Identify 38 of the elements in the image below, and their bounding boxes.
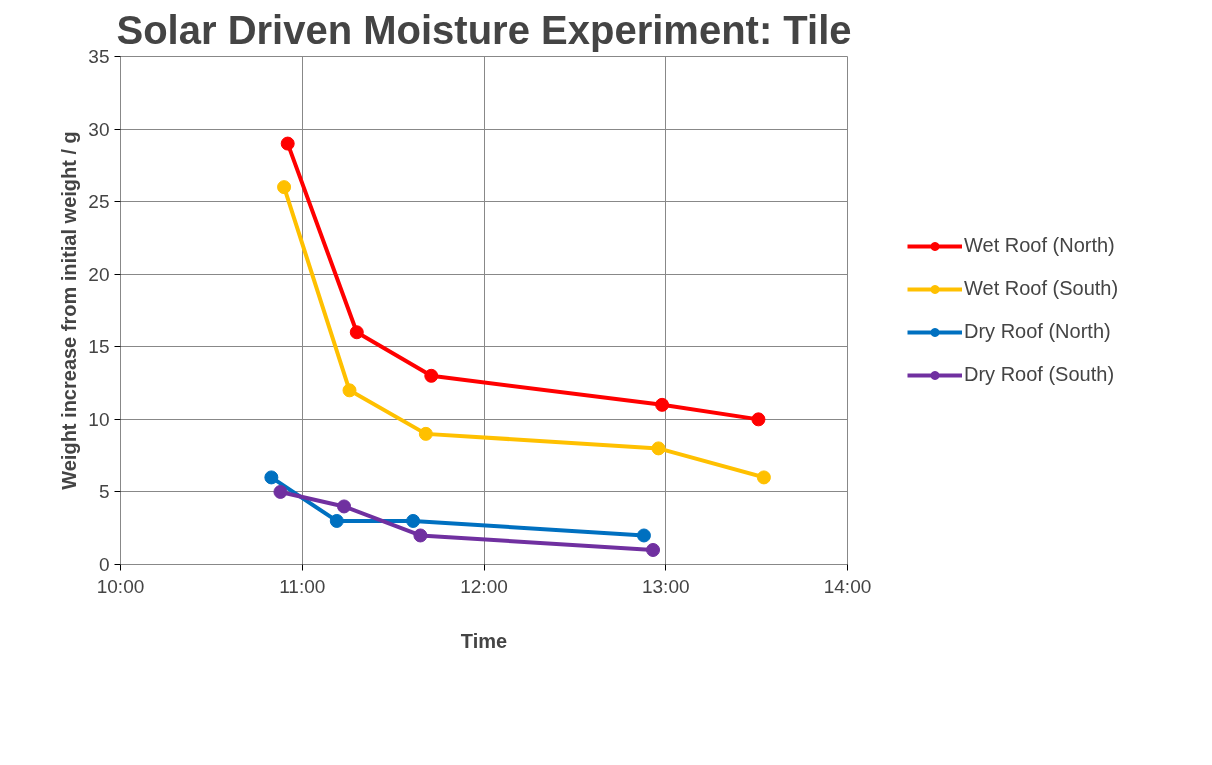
y-tick-label: 5 (98, 481, 110, 503)
point (329, 513, 344, 528)
point (424, 368, 439, 383)
x-axis-title: Time (460, 629, 508, 652)
point (655, 397, 670, 412)
y-tick-label: 10 (88, 408, 110, 430)
point (756, 470, 771, 485)
legend-label: Dry Roof (North) (964, 320, 1111, 343)
y-tick-label: 35 (88, 46, 110, 67)
point (273, 484, 288, 499)
legend-label: Wet Roof (South) (964, 277, 1119, 300)
point (264, 470, 279, 485)
point (349, 325, 364, 340)
legend-label: Dry Roof (South) (964, 363, 1115, 386)
point (646, 543, 661, 557)
point (277, 180, 292, 195)
y-tick-label: 25 (88, 191, 110, 213)
point (636, 528, 651, 543)
x-tick-label: 14:00 (823, 575, 872, 597)
x-tick-label: 12:00 (460, 575, 508, 597)
point (280, 136, 295, 151)
point (342, 383, 357, 398)
y-tick-label: 30 (88, 118, 110, 140)
x-tick-label: 11:00 (279, 575, 326, 597)
x-tick-label: 10:00 (96, 575, 145, 597)
y-tick-label: 20 (88, 263, 110, 285)
point (418, 426, 433, 441)
y-tick-label: 0 (98, 554, 110, 575)
x-tick-label: 13:00 (641, 575, 690, 597)
chart-title: Solar Driven Moisture Experiment: Tile (116, 7, 852, 52)
y-axis-title: Weight increase from initial weight / g (58, 131, 81, 490)
point (651, 441, 666, 456)
point (751, 412, 766, 427)
y-tick-label: 15 (88, 336, 110, 358)
point (406, 513, 421, 528)
point (337, 499, 352, 514)
point (413, 528, 428, 543)
legend-label: Wet Roof (North) (964, 234, 1115, 257)
